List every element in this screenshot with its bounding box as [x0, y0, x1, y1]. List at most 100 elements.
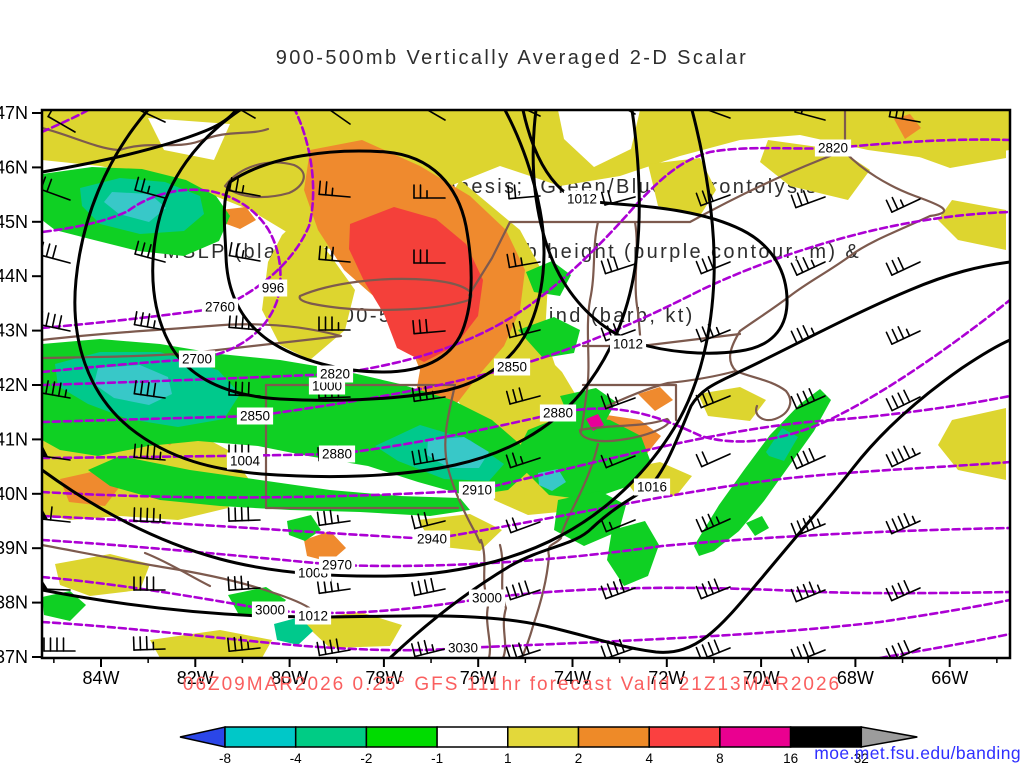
- barb-staff: [134, 189, 166, 199]
- wind-barb: [885, 196, 921, 213]
- barb-feather: [701, 644, 709, 658]
- height-contour: [42, 460, 1010, 541]
- mslp-contours: [42, 110, 1010, 658]
- barb-feather: [133, 380, 137, 395]
- wind-barb: [228, 313, 261, 331]
- wind-barb: [132, 635, 166, 651]
- barb-pennant: [42, 444, 49, 457]
- height-contour: [42, 526, 1010, 568]
- barb-feather: [140, 312, 144, 327]
- contour-label-box: [318, 445, 356, 463]
- barb-feather: [57, 382, 62, 397]
- barb-feather: [802, 325, 810, 339]
- lon-tick-label: 74W: [554, 668, 591, 688]
- barb-feather: [701, 583, 709, 597]
- wind-barb: [790, 388, 826, 410]
- barb-feather: [790, 648, 796, 658]
- credit-link[interactable]: moe.met.fsu.edu/banding: [814, 743, 1021, 763]
- barb-feather: [45, 380, 49, 395]
- barb-staff: [700, 261, 731, 275]
- barb-half-feather: [241, 185, 245, 194]
- barb-feather: [802, 190, 809, 204]
- barb-feather: [410, 643, 416, 658]
- wind-barb: [42, 506, 71, 523]
- barb-feather: [45, 312, 50, 327]
- border-path: [639, 332, 742, 348]
- wind-barb: [410, 511, 446, 530]
- barb-feather: [897, 515, 905, 530]
- shaded-region: [349, 207, 483, 362]
- contour-label: 3000: [255, 603, 285, 618]
- wind-barb: [413, 184, 446, 199]
- colorbar-left-arrow: [179, 726, 226, 748]
- mslp-contour: [42, 110, 716, 578]
- barb-half-feather: [715, 326, 721, 336]
- barb-staff: [133, 323, 166, 331]
- barb-feather: [606, 393, 613, 408]
- contour-label: 1012: [567, 192, 597, 207]
- barb-feather: [903, 389, 911, 403]
- barb-feather: [707, 389, 715, 404]
- wind-barb: [695, 190, 731, 207]
- barb-staff: [890, 587, 921, 602]
- contour-label: 2760: [205, 300, 235, 315]
- barb-feather: [410, 515, 416, 530]
- barb-feather: [423, 579, 429, 594]
- wind-barb: [695, 639, 731, 658]
- barb-feather: [152, 382, 157, 398]
- colorbar-segment: [648, 726, 721, 748]
- lon-tick-label: 70W: [743, 668, 780, 688]
- contour-label: 2820: [320, 367, 350, 382]
- barb-feather: [325, 96, 332, 107]
- barb-feather: [139, 444, 143, 459]
- barb-feather: [695, 260, 703, 275]
- shaded-region: [304, 531, 346, 562]
- wind-barb: [885, 445, 921, 468]
- colorbar-segment: [719, 726, 792, 748]
- lat-tick-label: 45N: [0, 212, 28, 232]
- barb-feather: [713, 578, 721, 593]
- wind-barb: [228, 242, 261, 262]
- shaded-region: [607, 521, 659, 586]
- barb-feather: [418, 93, 425, 104]
- wind-barb: [885, 389, 921, 412]
- barb-staff: [228, 587, 261, 591]
- wind-barb: [133, 576, 166, 591]
- barb-feather: [412, 319, 415, 335]
- barb-feather: [512, 91, 517, 103]
- barb-feather: [895, 110, 899, 119]
- barb-feather: [518, 94, 523, 106]
- barb-staff: [228, 519, 261, 522]
- barb-staff: [891, 330, 921, 345]
- mslp-contour: [73, 110, 641, 479]
- barb-staff: [47, 115, 76, 133]
- lon-tick-label: 72W: [648, 668, 685, 688]
- barb-half-feather: [247, 641, 250, 651]
- wind-barb: [325, 96, 351, 125]
- wind-barb: [885, 513, 921, 535]
- mslp-contour: [388, 260, 1010, 658]
- barb-feather: [891, 259, 899, 274]
- barb-feather: [695, 192, 702, 207]
- wind-barb: [228, 381, 261, 397]
- barb-feather: [802, 643, 810, 658]
- contour-label-box: [316, 365, 354, 383]
- wind-barb: [133, 311, 166, 331]
- barb-feather: [796, 393, 804, 407]
- barb-staff: [891, 198, 921, 213]
- barb-feather: [885, 262, 893, 276]
- shaded-regions: [42, 110, 1010, 658]
- shaded-region: [42, 110, 1010, 252]
- barb-feather: [707, 513, 715, 528]
- barb-feather: [133, 443, 137, 459]
- barb-feather: [802, 257, 810, 271]
- barb-feather: [227, 576, 230, 591]
- barb-feather: [423, 639, 429, 655]
- barb-feather: [706, 110, 708, 111]
- barb-half-feather: [241, 250, 245, 259]
- wind-barb: [410, 639, 446, 658]
- contour-label-box: [633, 478, 671, 496]
- barb-feather: [322, 640, 327, 656]
- barb-feather: [227, 637, 230, 653]
- barb-feather: [512, 322, 518, 337]
